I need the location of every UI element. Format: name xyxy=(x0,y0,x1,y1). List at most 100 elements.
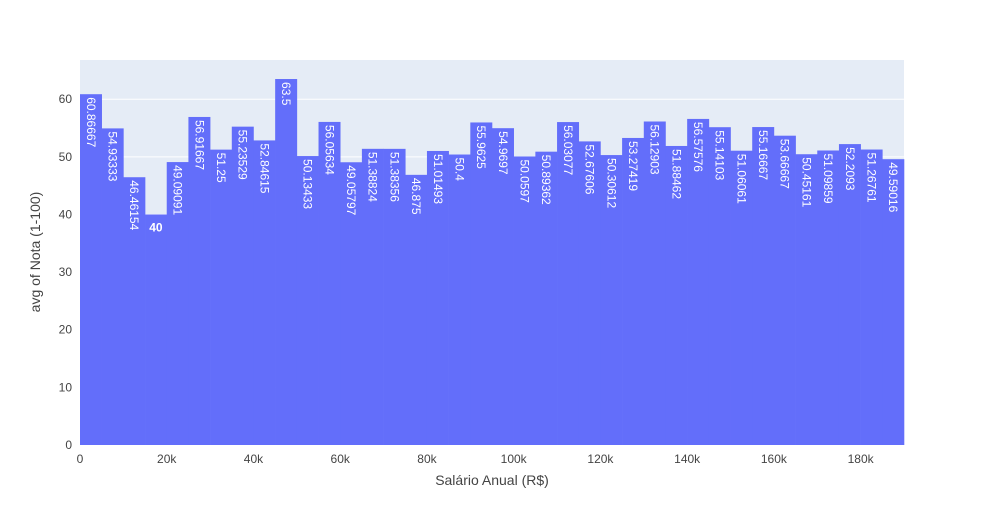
bar-value-label: 56.05634 xyxy=(322,125,336,175)
bar xyxy=(405,174,428,445)
bars xyxy=(80,79,905,446)
x-tick-label: 60k xyxy=(331,452,351,466)
bar-value-label: 60.86667 xyxy=(84,97,98,147)
x-axis-title: Salário Anual (R$) xyxy=(435,472,549,488)
bar-value-label: 51.01493 xyxy=(431,154,445,204)
bar-value-label: 51.06061 xyxy=(734,154,748,204)
x-tick-label: 180k xyxy=(848,452,875,466)
y-tick-label: 30 xyxy=(59,265,73,279)
bar-value-label: 52.67606 xyxy=(583,144,597,194)
bar xyxy=(383,148,406,445)
bar xyxy=(448,154,471,445)
bar xyxy=(557,122,580,445)
bar xyxy=(361,148,384,445)
bar-value-label: 56.03077 xyxy=(561,125,575,175)
bar xyxy=(708,127,731,445)
bar-value-label: 55.9625 xyxy=(474,125,488,169)
bar-value-label: 51.09859 xyxy=(821,153,835,203)
bar-value-label: 55.16667 xyxy=(756,130,770,180)
x-tick-label: 120k xyxy=(587,452,614,466)
bar-value-label: 63.5 xyxy=(279,82,293,106)
bar-value-label: 53.27419 xyxy=(626,141,640,191)
x-tick-label: 20k xyxy=(157,452,177,466)
bar-value-label: 52.84615 xyxy=(257,143,271,193)
y-tick-label: 10 xyxy=(59,380,73,394)
bar-value-label: 46.46154 xyxy=(127,180,141,230)
bar xyxy=(838,144,861,445)
bar xyxy=(101,128,124,445)
bar-value-label: 56.57576 xyxy=(691,122,705,172)
bar-value-label: 55.14103 xyxy=(713,130,727,180)
bar xyxy=(773,135,796,445)
y-axis-ticks: 0 10 20 30 40 50 60 xyxy=(59,92,73,452)
bar xyxy=(80,94,102,445)
bar xyxy=(145,214,168,445)
x-tick-label: 100k xyxy=(501,452,528,466)
bar xyxy=(340,162,363,445)
bar-value-label: 49.09091 xyxy=(171,165,185,215)
y-tick-label: 0 xyxy=(65,438,72,452)
bar xyxy=(296,156,319,446)
bar xyxy=(860,149,883,445)
bar xyxy=(643,121,666,446)
x-axis-ticks: 0 20k 40k 60k 80k 100k 120k 140k 160k 180k xyxy=(77,452,875,466)
y-axis-title: avg of Nota (1-100) xyxy=(27,192,43,313)
bar-value-label: 50.4 xyxy=(452,158,466,182)
bar xyxy=(492,128,514,446)
bar xyxy=(795,154,818,445)
bar xyxy=(253,140,276,445)
bar-value-label: 49.05797 xyxy=(344,165,358,215)
bar xyxy=(275,79,298,445)
bar-value-label: 51.88462 xyxy=(669,149,683,199)
bar-labels: 60.86667 54.93333 46.46154 40 49.09091 56.916… xyxy=(84,82,900,234)
bar-value-label: 51.25 xyxy=(214,153,228,183)
y-tick-label: 60 xyxy=(59,92,73,106)
bar-value-label: 50.13433 xyxy=(301,159,315,209)
bar xyxy=(882,159,905,445)
bar-value-label: 49.59016 xyxy=(886,162,900,212)
bar-value-label: 51.26761 xyxy=(864,153,878,203)
x-tick-label: 140k xyxy=(674,452,701,466)
bar xyxy=(426,150,449,446)
bar-value-label: 50.45161 xyxy=(799,157,813,207)
y-tick-label: 20 xyxy=(59,323,73,337)
bar-value-label: 51.38356 xyxy=(387,152,401,202)
bar xyxy=(752,127,775,445)
bar-value-label: 56.91667 xyxy=(192,120,206,170)
bar xyxy=(535,151,558,445)
bar-value-label: 50.89362 xyxy=(539,155,553,205)
bar-value-label: 55.23529 xyxy=(236,130,250,180)
bar xyxy=(231,126,254,445)
bar xyxy=(665,145,688,445)
bar-value-label: 50.0597 xyxy=(518,159,532,203)
bar xyxy=(513,156,536,445)
bar-value-label: 51.38824 xyxy=(366,152,380,202)
bar xyxy=(730,150,753,445)
bar-value-label: 53.66667 xyxy=(778,139,792,189)
bar-value-label: 54.93333 xyxy=(106,131,120,181)
bar xyxy=(470,122,493,445)
x-tick-label: 160k xyxy=(761,452,788,466)
bar xyxy=(578,141,601,445)
y-tick-label: 50 xyxy=(59,150,73,164)
bar-value-label: 56.12903 xyxy=(648,125,662,175)
bar xyxy=(123,177,146,446)
x-tick-label: 40k xyxy=(244,452,264,466)
bar xyxy=(687,118,710,446)
bar-value-label: 46.875 xyxy=(409,178,423,215)
bar xyxy=(210,149,233,445)
bar xyxy=(622,137,645,446)
bar xyxy=(318,121,341,446)
bar-value-label: 40 xyxy=(149,220,163,234)
bar-value-label: 52.2093 xyxy=(843,147,857,191)
bar xyxy=(188,116,211,445)
bar xyxy=(600,155,623,446)
x-tick-label: 80k xyxy=(417,452,437,466)
x-tick-label: 0 xyxy=(77,452,84,466)
y-tick-label: 40 xyxy=(59,207,73,221)
bar-value-label: 54.9697 xyxy=(496,131,510,175)
bar xyxy=(817,150,840,445)
bar xyxy=(166,162,189,445)
